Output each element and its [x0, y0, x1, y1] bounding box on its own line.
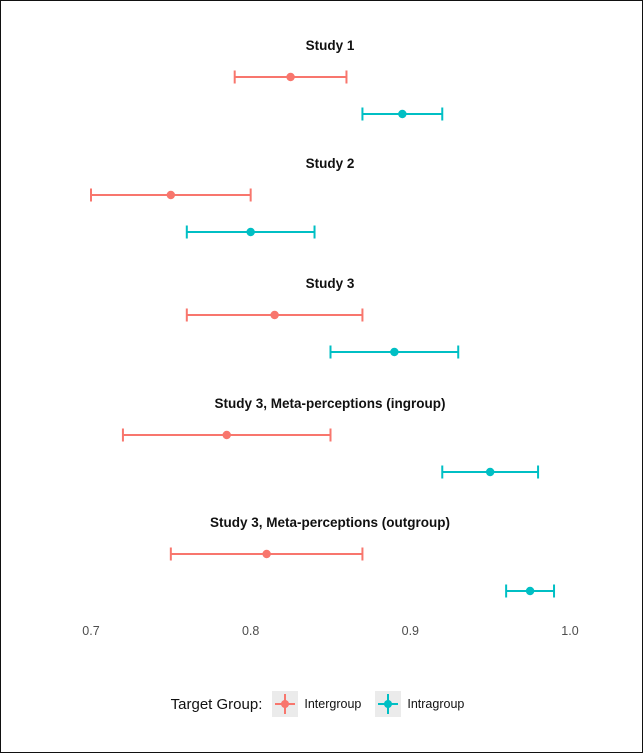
point-estimate-intragroup	[246, 227, 255, 237]
legend-key-intragroup	[375, 691, 402, 717]
point-estimate-intragroup	[485, 467, 495, 477]
forest-plot: Study 1 Study 2 Study 3 Study 3, Meta-perce…	[82, 38, 578, 638]
point-estimate-intergroup	[286, 72, 295, 82]
point-estimate-intergroup	[222, 430, 231, 440]
panel-title: Study 3, Meta-perceptions (outgroup)	[210, 515, 450, 530]
panel-title: Study 3	[306, 276, 355, 291]
legend: Target Group: Intergroup Intragroup	[0, 690, 643, 718]
point-estimate-intragroup	[398, 109, 407, 119]
panel-title: Study 3, Meta-perceptions (ingroup)	[214, 396, 445, 411]
panel-title: Study 2	[306, 156, 355, 171]
point-estimate-intergroup	[270, 310, 279, 320]
x-tick-label: 0.9	[402, 624, 419, 638]
point-estimate-intragroup	[390, 347, 399, 357]
legend-label-intragroup: Intragroup	[407, 697, 465, 711]
x-tick-label: 1.0	[561, 624, 578, 638]
point-estimate-intergroup	[166, 190, 176, 200]
legend-label-intergroup: Intergroup	[304, 697, 362, 711]
point-estimate-intragroup	[525, 586, 535, 596]
legend-key-intergroup	[272, 691, 299, 717]
x-tick-label: 0.8	[242, 624, 259, 638]
legend-title: Target Group:	[170, 695, 263, 713]
point-estimate-intergroup	[262, 549, 271, 559]
x-tick-label: 0.7	[82, 624, 99, 638]
panel-title: Study 1	[306, 38, 355, 53]
